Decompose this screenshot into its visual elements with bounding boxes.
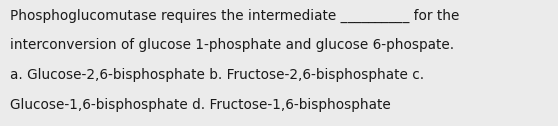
Text: Glucose-1,6-bisphosphate d. Fructose-1,6-bisphosphate: Glucose-1,6-bisphosphate d. Fructose-1,6…: [10, 98, 391, 112]
Text: interconversion of glucose 1-phosphate and glucose 6-phospate.: interconversion of glucose 1-phosphate a…: [10, 38, 454, 52]
Text: a. Glucose-2,6-bisphosphate b. Fructose-2,6-bisphosphate c.: a. Glucose-2,6-bisphosphate b. Fructose-…: [10, 68, 424, 82]
Text: Phosphoglucomutase requires the intermediate __________ for the: Phosphoglucomutase requires the intermed…: [10, 9, 459, 23]
